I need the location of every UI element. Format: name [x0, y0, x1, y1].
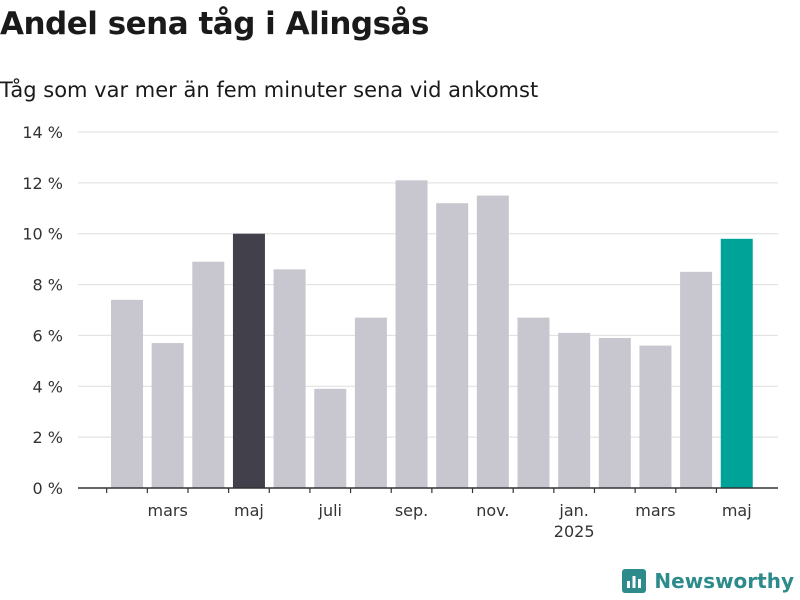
- bar: [314, 388, 347, 488]
- bar: [680, 271, 713, 488]
- bar: [639, 345, 672, 488]
- chart-title: Andel sena tåg i Alingsås: [0, 6, 429, 42]
- bar: [111, 299, 143, 488]
- x-tick-label: maj: [234, 501, 264, 520]
- y-tick-label: 12 %: [22, 174, 63, 193]
- chart-subtitle: Tåg som var mer än fem minuter sena vid …: [0, 78, 539, 102]
- bar: [192, 261, 225, 488]
- newsworthy-logo: Newsworthy: [622, 569, 794, 593]
- bar: [598, 337, 631, 488]
- bar-chart: 0 % 2 % 4 % 6 % 8 % 10 % 12 % 14 % mars maj juli se…: [22, 123, 778, 541]
- bar: [354, 317, 387, 488]
- x-tick-label: mars: [635, 501, 675, 520]
- newsworthy-icon: [622, 569, 647, 593]
- bar: [273, 269, 306, 488]
- x-tick-label: mars: [147, 501, 187, 520]
- y-tick-label: 8 %: [33, 276, 63, 295]
- brand-name: Newsworthy: [654, 569, 794, 593]
- bar: [395, 180, 428, 489]
- y-tick-label: 14 %: [22, 123, 63, 142]
- bar: [476, 195, 509, 489]
- bar: [720, 238, 753, 488]
- x-tick-label: jan.: [558, 501, 588, 520]
- bar: [558, 332, 591, 488]
- bar: [436, 203, 469, 488]
- bar: [232, 233, 265, 488]
- x-tick-sublabel: 2025: [554, 522, 595, 541]
- y-tick-label: 6 %: [33, 326, 63, 345]
- x-tick-label: sep.: [395, 501, 428, 520]
- x-tick-label: nov.: [476, 501, 509, 520]
- x-tick-label: maj: [722, 501, 752, 520]
- x-tick-label: juli: [318, 501, 342, 520]
- bar: [151, 343, 184, 488]
- y-tick-label: 10 %: [22, 225, 63, 244]
- bar: [517, 317, 550, 488]
- y-tick-label: 4 %: [33, 377, 63, 396]
- y-tick-label: 0 %: [33, 479, 63, 498]
- y-tick-label: 2 %: [33, 428, 63, 447]
